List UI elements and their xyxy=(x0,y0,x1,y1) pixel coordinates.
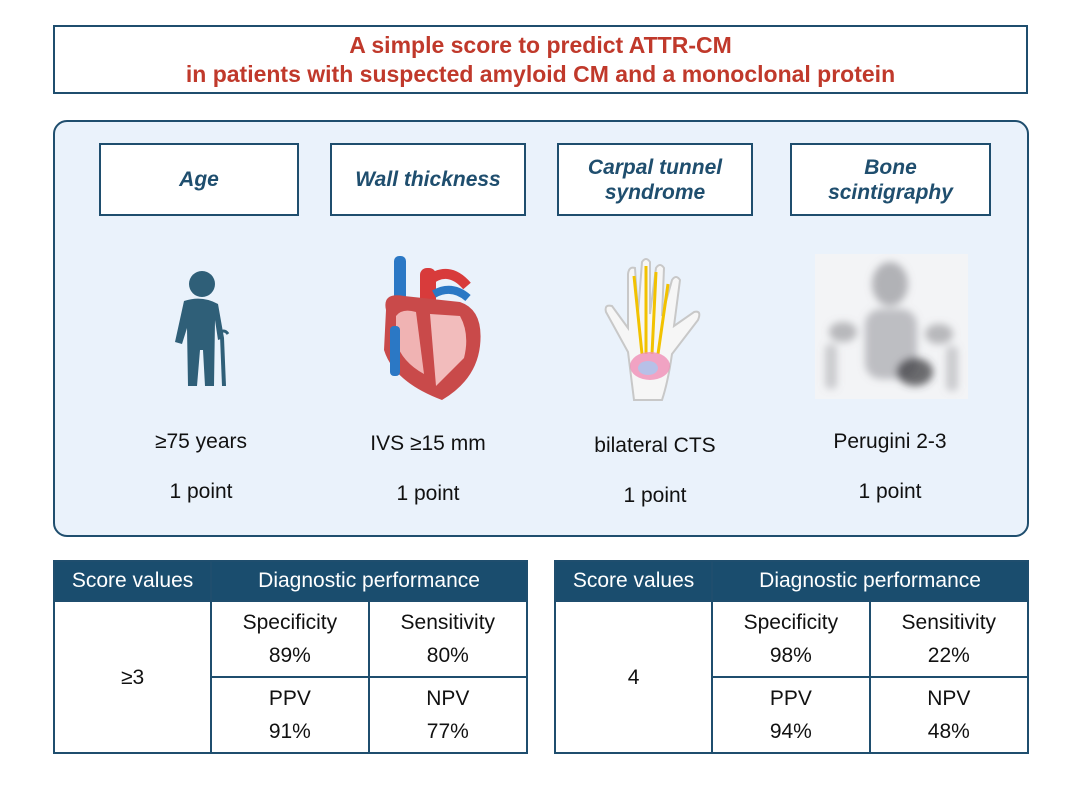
criterion-wall-thickness-box: Wall thickness xyxy=(330,143,526,216)
criterion-bone-scintigraphy-points: 1 point xyxy=(858,480,922,503)
sensitivity-cell: Sensitivity 22% xyxy=(868,600,1030,678)
ppv-value: 94% xyxy=(769,720,812,743)
specificity-cell: Specificity 98% xyxy=(711,600,871,678)
criterion-wall-thickness-points: 1 point xyxy=(396,482,460,505)
sensitivity-value: 80% xyxy=(426,644,469,667)
criterion-carpal-tunnel-label: Carpal tunnel syndrome xyxy=(587,155,723,204)
hand-icon xyxy=(604,258,701,401)
table-row: ≥3 Specificity 89% Sensitivity 80% xyxy=(52,600,529,754)
sensitivity-label: Sensitivity xyxy=(901,611,997,634)
score-value-cell: ≥3 xyxy=(52,600,213,754)
npv-label: NPV xyxy=(927,687,971,710)
table-row: PPV 94% NPV 48% xyxy=(555,676,1030,754)
elderly-person-icon xyxy=(175,271,230,386)
npv-cell: NPV 48% xyxy=(868,676,1030,754)
ppv-label: PPV xyxy=(268,687,311,710)
table-header-row: Score values Diagnostic performance xyxy=(52,560,528,602)
sensitivity-cell: Sensitivity 80% xyxy=(367,600,529,678)
title-box: A simple score to predict ATTR-CM in pat… xyxy=(53,25,1028,94)
criterion-age-value: ≥75 years xyxy=(154,430,248,453)
criterion-bone-scintigraphy-label: Bone scintigraphy xyxy=(828,155,953,204)
criterion-age-box: Age xyxy=(99,143,299,216)
specificity-value: 98% xyxy=(769,644,812,667)
criterion-wall-thickness-label: Wall thickness xyxy=(355,168,501,191)
table-row: PPV 91% NPV 77% xyxy=(54,676,529,754)
specificity-value: 89% xyxy=(268,644,311,667)
npv-label: NPV xyxy=(426,687,470,710)
criterion-wall-thickness-value: IVS ≥15 mm xyxy=(370,432,486,455)
criterion-age-points: 1 point xyxy=(169,480,233,503)
criterion-carpal-tunnel-points: 1 point xyxy=(623,484,687,507)
specificity-label: Specificity xyxy=(242,611,338,634)
performance-table-2: Score values Diagnostic performance 4 Sp… xyxy=(553,560,1030,754)
score-values-header: Score values xyxy=(553,560,714,602)
score-value-cell: 4 xyxy=(553,600,714,754)
ppv-cell: PPV 91% xyxy=(210,676,370,754)
ppv-label: PPV xyxy=(769,687,812,710)
sensitivity-label: Sensitivity xyxy=(400,611,496,634)
diagnostic-performance-header: Diagnostic performance xyxy=(210,560,528,602)
heart-icon xyxy=(384,256,481,400)
diagnostic-performance-header: Diagnostic performance xyxy=(711,560,1029,602)
title-line-2: in patients with suspected amyloid CM an… xyxy=(185,60,896,87)
criterion-bone-scintigraphy-value: Perugini 2-3 xyxy=(833,430,947,453)
score-values-header: Score values xyxy=(52,560,213,602)
title-line-1: A simple score to predict ATTR-CM xyxy=(349,31,732,58)
specificity-cell: Specificity 89% xyxy=(210,600,370,678)
scintigraphy-image-icon xyxy=(815,254,968,399)
ppv-value: 91% xyxy=(268,720,311,743)
criterion-carpal-tunnel-value: bilateral CTS xyxy=(594,434,716,457)
performance-table-1: Score values Diagnostic performance ≥3 S… xyxy=(52,560,529,754)
npv-value: 48% xyxy=(927,720,970,743)
table-row: 4 Specificity 98% Sensitivity 22% xyxy=(553,600,1030,754)
table-header-row: Score values Diagnostic performance xyxy=(553,560,1029,602)
ppv-cell: PPV 94% xyxy=(711,676,871,754)
npv-value: 77% xyxy=(426,720,469,743)
criterion-bone-scintigraphy-box: Bone scintigraphy xyxy=(790,143,991,216)
sensitivity-value: 22% xyxy=(927,644,970,667)
criterion-age-label: Age xyxy=(179,168,219,191)
specificity-label: Specificity xyxy=(743,611,839,634)
criterion-carpal-tunnel-box: Carpal tunnel syndrome xyxy=(557,143,753,216)
npv-cell: NPV 77% xyxy=(367,676,529,754)
